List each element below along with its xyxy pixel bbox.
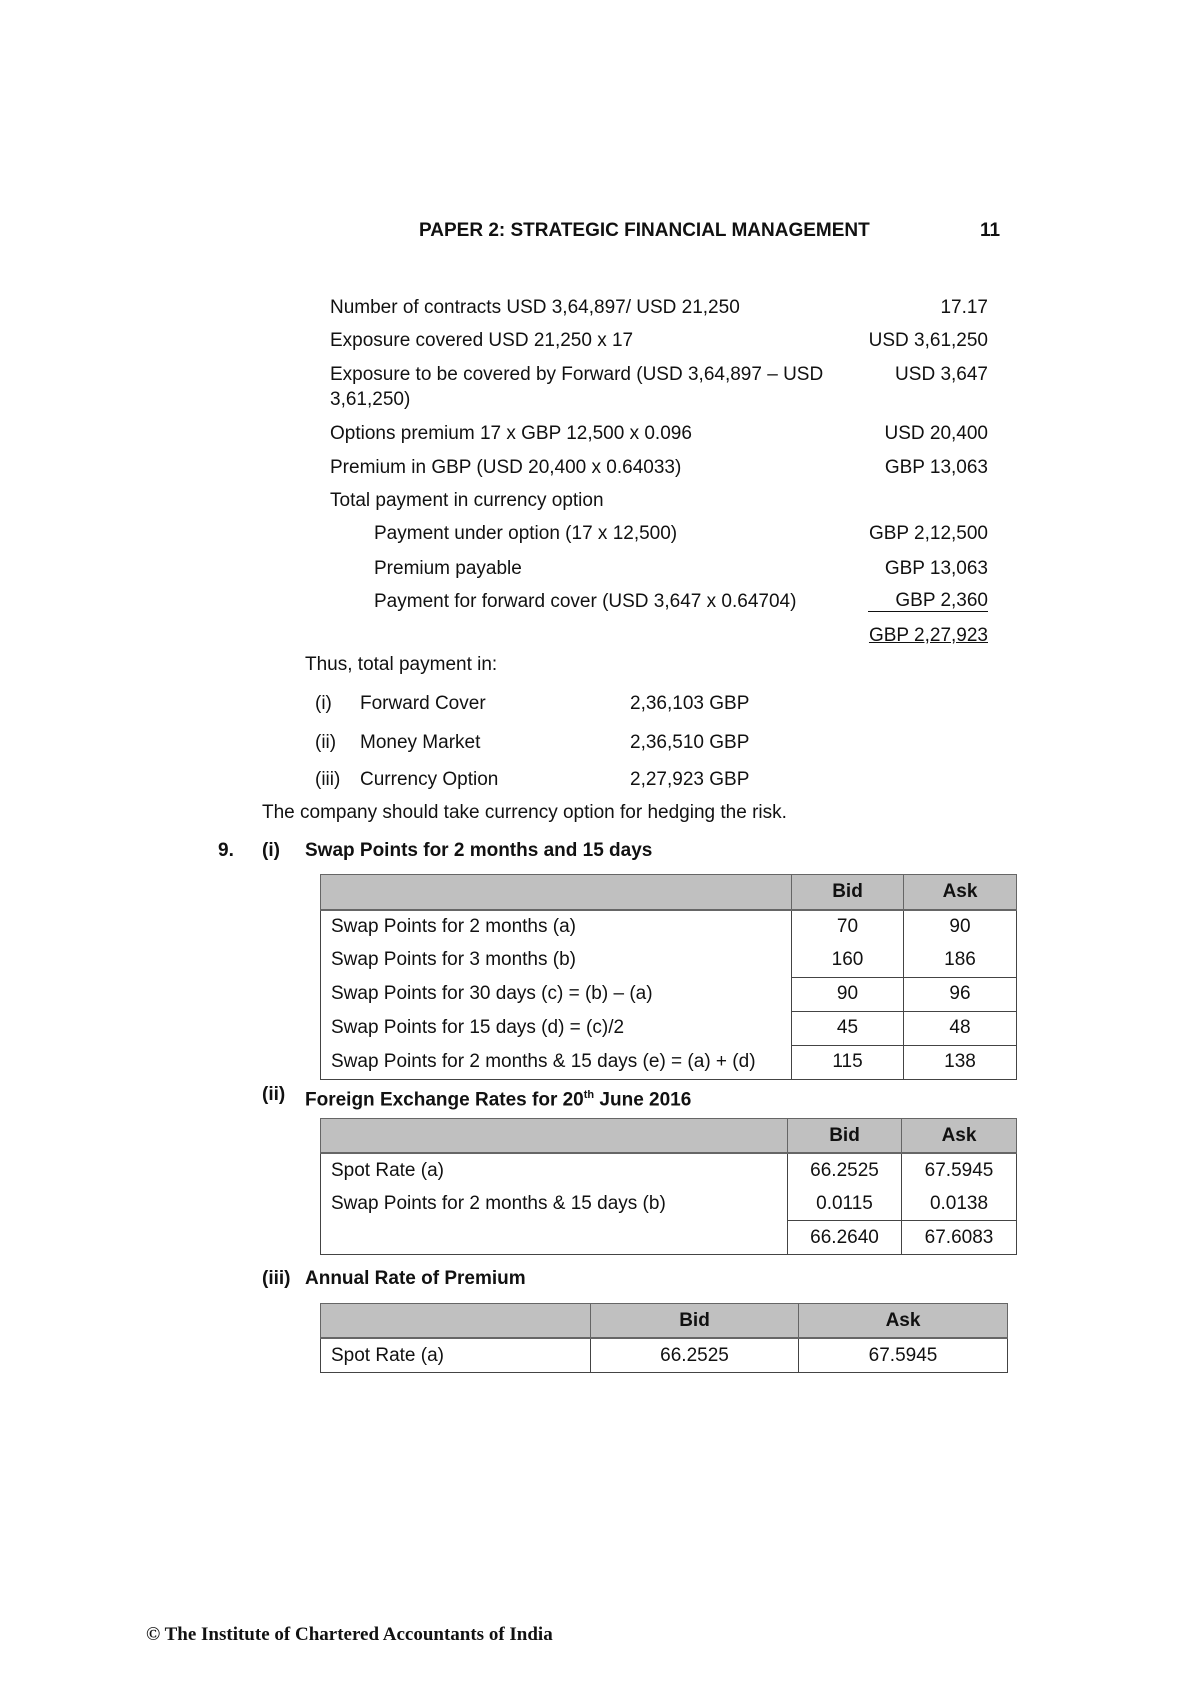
part-title-text: Foreign Exchange Rates for 20: [305, 1089, 584, 1111]
calc-label: Exposure covered USD 21,250 x 17: [330, 330, 634, 351]
ask-value: 67.5945: [798, 1337, 1008, 1373]
row-label: Swap Points for 3 months (b): [320, 943, 792, 977]
ask-value: 96: [903, 976, 1017, 1011]
header-ask: Ask: [798, 1303, 1008, 1339]
calc-total: GBP 2,27,923: [868, 625, 988, 646]
header-ask: Ask: [903, 874, 1017, 911]
calc-value: USD 3,647: [895, 364, 988, 385]
summary-value: 2,36,510 GBP: [630, 732, 750, 753]
part-number: (iii): [262, 1268, 291, 1289]
ask-value: 90: [903, 909, 1017, 944]
part-number: (i): [262, 840, 280, 861]
calc-label: Exposure to be covered by Forward (USD 3…: [330, 364, 824, 385]
summary-num: (ii): [315, 732, 337, 753]
part-number: (ii): [262, 1084, 286, 1105]
summary-label: Forward Cover: [360, 693, 486, 714]
calc-value: GBP 13,063: [884, 457, 988, 478]
calc-value: GBP 2,12,500: [868, 523, 988, 544]
summary-num: (i): [315, 693, 332, 714]
row-label: Spot Rate (a): [320, 1338, 591, 1373]
header-blank: [320, 1118, 788, 1154]
summary-label: Money Market: [360, 732, 481, 753]
summary-value: 2,36,103 GBP: [630, 693, 750, 714]
row-label: Swap Points for 15 days (d) = (c)/2: [320, 1011, 792, 1045]
part-title: Swap Points for 2 months and 15 days: [305, 840, 653, 861]
header-ask: Ask: [901, 1118, 1017, 1154]
header-blank: [320, 1303, 591, 1339]
row-label: Swap Points for 2 months & 15 days (b): [320, 1187, 788, 1221]
annual-premium-table: Bid Ask Spot Rate (a) 66.2525 67.5945: [320, 1303, 1008, 1373]
calc-value: 17.17: [940, 297, 988, 318]
bid-value: 160: [791, 943, 904, 977]
part-title-sup: th: [583, 1089, 595, 1101]
page-header-title: PAPER 2: STRATEGIC FINANCIAL MANAGEMENT: [419, 220, 870, 241]
calc-label: Total payment in currency option: [330, 490, 604, 511]
bid-value: 66.2525: [787, 1152, 902, 1187]
row-label: Swap Points for 2 months (a): [320, 909, 792, 944]
ask-value: 0.0138: [901, 1187, 1017, 1221]
bid-value: 115: [791, 1044, 904, 1079]
header-bid: Bid: [791, 874, 904, 911]
footer-copyright: © The Institute of Chartered Accountants…: [146, 1624, 553, 1645]
header-bid: Bid: [787, 1118, 902, 1154]
calc-label: Options premium 17 x GBP 12,500 x 0.096: [330, 423, 692, 444]
summary-num: (iii): [315, 769, 341, 790]
part-title-end: June 2016: [594, 1089, 692, 1111]
bid-total: 66.2640: [787, 1220, 902, 1255]
summary-intro: Thus, total payment in:: [305, 654, 498, 675]
row-label: Swap Points for 2 months & 15 days (e) =…: [320, 1045, 792, 1079]
ask-total: 67.6083: [901, 1220, 1017, 1255]
ask-value: 67.5945: [901, 1152, 1017, 1187]
calc-label-continued: 3,61,250): [330, 389, 411, 410]
calc-label: Number of contracts USD 3,64,897/ USD 21…: [330, 297, 740, 318]
page-number: 11: [980, 220, 1001, 241]
calc-value: USD 20,400: [884, 423, 988, 444]
calc-value: USD 3,61,250: [868, 330, 988, 351]
calc-label: Premium payable: [374, 558, 522, 579]
summary-value: 2,27,923 GBP: [630, 769, 750, 790]
row-label: Swap Points for 30 days (c) = (b) – (a): [320, 977, 792, 1011]
calc-label: Payment for forward cover (USD 3,647 x 0…: [374, 591, 797, 612]
bid-value: 45: [791, 1010, 904, 1045]
ask-value: 186: [903, 943, 1017, 977]
question-number: 9.: [218, 840, 234, 861]
header-blank: [320, 874, 792, 911]
bid-value: 90: [791, 976, 904, 1011]
swap-points-table: Bid Ask Swap Points for 2 months (a) 70 90 …: [320, 874, 1017, 1080]
ask-value: 48: [903, 1010, 1017, 1045]
calc-value: GBP 2,360: [868, 591, 988, 612]
part-title: Foreign Exchange Rates for 20th June 201…: [305, 1084, 691, 1111]
conclusion: The company should take currency option …: [262, 802, 787, 823]
calc-label: Payment under option (17 x 12,500): [374, 523, 678, 544]
part-title: Annual Rate of Premium: [305, 1268, 526, 1289]
summary-label: Currency Option: [360, 769, 499, 790]
bid-value: 0.0115: [787, 1187, 902, 1221]
calc-value: GBP 13,063: [884, 558, 988, 579]
ask-value: 138: [903, 1044, 1017, 1079]
bid-value: 66.2525: [590, 1337, 799, 1373]
bid-value: 70: [791, 909, 904, 944]
header-bid: Bid: [590, 1303, 799, 1339]
row-label: Spot Rate (a): [320, 1153, 788, 1187]
calc-label: Premium in GBP (USD 20,400 x 0.64033): [330, 457, 682, 478]
exchange-rates-table: Bid Ask Spot Rate (a) 66.2525 67.5945 Swap …: [320, 1118, 1017, 1255]
row-label: [320, 1220, 788, 1255]
